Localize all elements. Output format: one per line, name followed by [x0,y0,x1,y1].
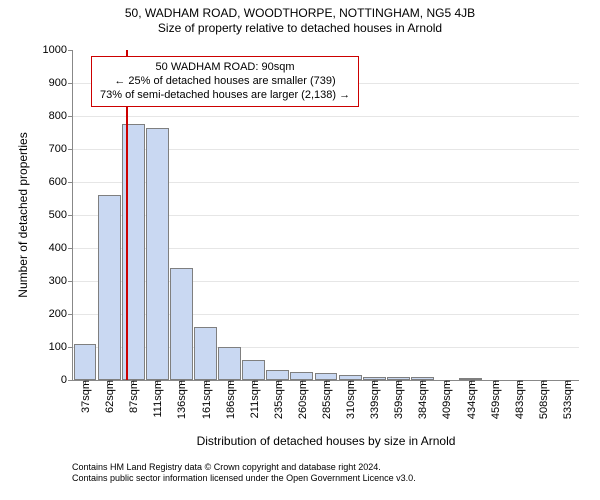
x-tick-label: 111sqm [150,380,164,418]
x-tick-label: 434sqm [464,380,478,419]
x-tick-label: 37sqm [78,380,92,413]
callout-line: 73% of semi-detached houses are larger (… [100,89,350,103]
y-tick-label: 800 [49,110,73,122]
y-tick-label: 1000 [43,44,73,56]
x-tick-label: 409sqm [439,380,453,419]
x-tick-label: 339sqm [367,380,381,419]
x-tick-label: 459sqm [488,380,502,419]
attribution-line: Contains HM Land Registry data © Crown c… [72,462,416,473]
x-tick-label: 62sqm [102,380,116,413]
x-tick-label: 235sqm [271,380,285,419]
histogram-bar [194,327,217,380]
x-tick-label: 310sqm [343,380,357,419]
x-tick-label: 87sqm [126,380,140,413]
histogram-bar [170,268,193,380]
y-tick-label: 300 [49,275,73,287]
gridline [73,116,579,117]
y-tick-label: 500 [49,209,73,221]
x-tick-label: 533sqm [560,380,574,419]
attribution: Contains HM Land Registry data © Crown c… [72,462,416,485]
x-tick-label: 260sqm [295,380,309,419]
y-tick-label: 600 [49,176,73,188]
attribution-line: Contains public sector information licen… [72,473,416,484]
histogram-bar [74,344,97,380]
callout-box: 50 WADHAM ROAD: 90sqm← 25% of detached h… [91,56,359,107]
histogram-bar [242,360,265,380]
y-tick-label: 900 [49,77,73,89]
title-subtitle: Size of property relative to detached ho… [0,21,600,36]
callout-line: ← 25% of detached houses are smaller (73… [100,75,350,89]
y-tick-label: 100 [49,341,73,353]
chart-titles: 50, WADHAM ROAD, WOODTHORPE, NOTTINGHAM,… [0,6,600,36]
x-tick-label: 508sqm [536,380,550,419]
x-tick-label: 186sqm [223,380,237,419]
histogram-bar [266,370,289,380]
x-tick-label: 211sqm [247,380,261,418]
x-axis-title: Distribution of detached houses by size … [197,434,456,448]
histogram-bar [146,128,169,380]
y-axis-title: Number of detached properties [16,132,30,297]
x-tick-label: 136sqm [174,380,188,419]
callout-line: 50 WADHAM ROAD: 90sqm [100,61,350,75]
histogram-bar [290,372,313,380]
y-tick-label: 700 [49,143,73,155]
y-tick-label: 400 [49,242,73,254]
x-tick-label: 285sqm [319,380,333,419]
x-tick-label: 161sqm [199,380,213,419]
title-address: 50, WADHAM ROAD, WOODTHORPE, NOTTINGHAM,… [0,6,600,21]
histogram-bar [98,195,121,380]
y-tick-label: 200 [49,308,73,320]
histogram-bar [218,347,241,380]
histogram-bar [315,373,338,380]
y-tick-label: 0 [61,374,73,386]
plot-area: 0100200300400500600700800900100037sqm62s… [72,50,579,381]
x-tick-label: 483sqm [512,380,526,419]
x-tick-label: 384sqm [415,380,429,419]
x-tick-label: 359sqm [391,380,405,419]
